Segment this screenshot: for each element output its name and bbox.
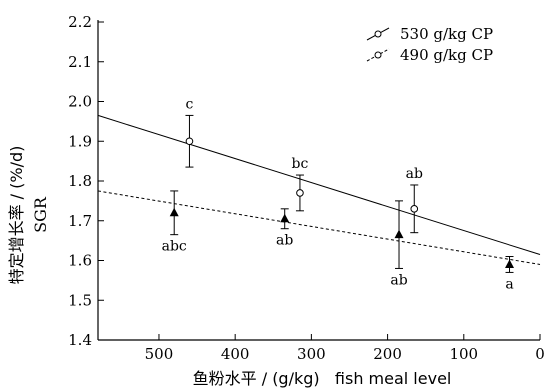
data-label: a — [505, 276, 513, 292]
legend-marker — [374, 30, 382, 38]
data-point — [280, 213, 290, 223]
data-label: ab — [406, 166, 423, 182]
data-point — [185, 137, 194, 146]
data-label: bc — [292, 156, 309, 172]
legend-label: 490 g/kg CP — [400, 46, 493, 64]
x-tick-label: 100 — [449, 345, 478, 363]
data-point — [296, 189, 304, 197]
data-point — [410, 205, 419, 213]
data-label: c — [186, 96, 194, 112]
axis-layer: 1.4 1.5 1.6 1.7 1.8 1.9 2.0 2.1 2.2 500 400 300 200 1… — [68, 13, 545, 363]
data-label: ab — [276, 233, 293, 249]
y-tick-label: 2.1 — [68, 53, 92, 71]
y-tick-label: 2.2 — [68, 13, 92, 31]
legend-marker — [374, 51, 382, 59]
data-point — [394, 229, 404, 239]
x-tick-label: 0 — [535, 345, 545, 363]
y-tick-label: 2.0 — [68, 93, 92, 111]
y-axis-label-cn: 特定增长率 / (%/d) — [7, 146, 26, 285]
fit-line-series-1 — [97, 114, 541, 256]
legend: 530 g/kg CP 490 g/kg CP — [366, 25, 493, 64]
x-tick-label: 300 — [297, 345, 326, 363]
x-tick-label: 400 — [221, 345, 250, 363]
y-tick-label: 1.9 — [68, 132, 92, 150]
y-tick-label: 1.4 — [68, 331, 92, 349]
x-tick-label: 200 — [373, 345, 402, 363]
y-tick-label: 1.8 — [68, 172, 92, 190]
x-tick-label: 500 — [145, 345, 174, 363]
y-tick-label: 1.5 — [68, 291, 92, 309]
data-point — [505, 259, 515, 268]
y-tick-label: 1.6 — [68, 252, 92, 270]
data-label: abc — [162, 239, 187, 255]
data-label: ab — [390, 272, 407, 288]
y-axis-label-en: SGR — [31, 196, 50, 233]
x-axis-label: 鱼粉水平 / (g/kg) fish meal level — [193, 369, 452, 388]
y-tick-label: 1.7 — [68, 212, 92, 230]
data-point — [169, 207, 179, 217]
legend-label: 530 g/kg CP — [400, 25, 493, 43]
plot-layer: c bc ab abc ab ab a — [97, 96, 541, 292]
